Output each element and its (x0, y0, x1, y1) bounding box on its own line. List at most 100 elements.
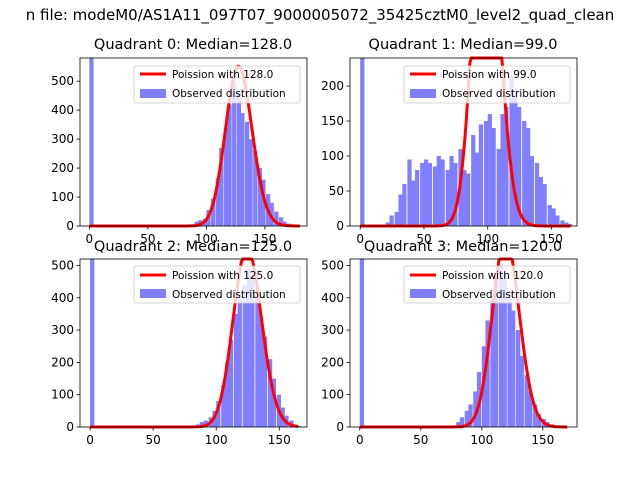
x-tick-label: 100 (476, 232, 499, 246)
legend: Poission with 125.0 Observed distributio… (133, 265, 301, 304)
histogram-bar (250, 275, 255, 427)
histogram-bar (246, 268, 251, 427)
histogram-bar (203, 420, 208, 427)
legend-label-poisson: Poission with 120.0 (442, 270, 543, 282)
histogram-bar (436, 156, 441, 226)
histogram-bar (423, 159, 429, 226)
histogram-bar (459, 417, 465, 427)
y-tick-label: 500 (51, 74, 74, 88)
histogram-bar (502, 275, 507, 427)
axes-frame (349, 258, 578, 428)
histogram-bar (242, 284, 247, 427)
x-tick-label: 150 (253, 232, 276, 246)
x-tick-label: 0 (356, 433, 364, 447)
histogram-bar (485, 320, 490, 427)
y-tick-label: 0 (66, 219, 74, 233)
axes-frame (79, 258, 308, 428)
histogram-bar (278, 217, 284, 226)
histogram-bar (474, 152, 480, 226)
x-tick-label: 150 (531, 433, 554, 447)
histogram-bar (407, 159, 412, 226)
histogram-bar (257, 168, 263, 226)
x-tick-label: 50 (140, 232, 155, 246)
y-tick-label: 0 (336, 420, 344, 434)
histogram-bar (262, 336, 268, 427)
histogram-bar (427, 163, 433, 226)
legend-box (133, 65, 301, 104)
histogram-bar (244, 121, 250, 226)
histogram-bar (394, 212, 399, 226)
histogram-bar (462, 170, 467, 226)
legend-label-poisson: Poission with 128.0 (172, 69, 273, 81)
histogram-bar (507, 291, 512, 427)
subplot-title: Quadrant 1: Median=99.0 (369, 37, 558, 53)
histogram-bar (555, 215, 560, 226)
histogram-bar (228, 339, 234, 427)
histogram-bar (491, 128, 496, 226)
subplot-quadrant-1: Quadrant 1: Median=99.0 0 50 100 150 0 50 100 1… (321, 37, 578, 246)
histogram-bar (221, 385, 226, 427)
histogram-bar (542, 184, 547, 226)
histogram-bar (360, 58, 365, 226)
histogram-bar (385, 222, 390, 226)
y-tick-label: 100 (51, 388, 74, 402)
histogram-bar (240, 113, 245, 226)
histogram-bar (560, 220, 565, 226)
histogram-bar (500, 114, 505, 226)
histogram-bar (517, 107, 522, 226)
legend-label-observed: Observed distribution (172, 88, 286, 100)
histogram-bar (471, 135, 476, 226)
histogram-bar (524, 375, 529, 427)
histogram-bar (211, 198, 216, 226)
axes-frame (79, 57, 308, 227)
y-tick-label: 0 (336, 219, 344, 233)
histogram-bar (534, 163, 540, 226)
histogram-bar (511, 310, 516, 427)
histogram-bar (440, 159, 445, 226)
histogram-bar (453, 163, 458, 226)
histogram-bar (487, 114, 492, 226)
subplot-title: Quadrant 2: Median=125.0 (94, 239, 292, 255)
histogram-bar (236, 89, 242, 227)
histogram-bar (259, 317, 264, 427)
y-tick-label: 200 (321, 79, 344, 93)
legend-box (403, 65, 571, 104)
legend-bar-swatch (410, 289, 436, 298)
histogram-bar (253, 150, 258, 226)
y-tick-label: 100 (321, 149, 344, 163)
legend-label-poisson: Poission with 125.0 (172, 270, 273, 282)
histogram-bar (513, 93, 518, 226)
x-tick-label: 0 (86, 232, 94, 246)
histogram-bar (466, 173, 471, 226)
subplot-title: Quadrant 3: Median=120.0 (364, 239, 562, 255)
histogram-bar (225, 362, 230, 427)
histogram-bar (296, 426, 302, 427)
legend: Poission with 128.0 Observed distributio… (133, 65, 301, 104)
legend-label-observed: Observed distribution (442, 88, 556, 100)
histogram-bar (271, 378, 276, 427)
histogram-bar (420, 163, 425, 226)
histogram-bar (494, 278, 499, 427)
legend-label-observed: Observed distribution (172, 289, 286, 301)
subplot-quadrant-2: Quadrant 2: Median=125.0 0 50 100 150 0 100 20… (51, 239, 308, 447)
x-tick-label: 150 (540, 232, 563, 246)
histogram-bar (267, 359, 273, 427)
x-tick-label: 100 (470, 433, 493, 447)
histogram-bar (456, 422, 461, 427)
histogram-bar (261, 179, 266, 226)
y-tick-label: 500 (51, 258, 74, 272)
histogram-bar (233, 313, 239, 427)
y-tick-label: 100 (321, 388, 344, 402)
subplot-quadrant-0: Quadrant 0: Median=128.0 0 50 100 150 0 100 20… (51, 37, 308, 246)
y-tick-label: 50 (329, 184, 344, 198)
histogram-bar (538, 177, 543, 226)
histogram-bar (248, 139, 253, 226)
histogram-bar (498, 265, 504, 427)
x-tick-label: 100 (205, 433, 228, 447)
histogram-bar (468, 404, 473, 427)
x-tick-label: 0 (356, 232, 364, 246)
legend: Poission with 120.0 Observed distributio… (403, 265, 571, 304)
legend: Poission with 99.0 Observed distribution (403, 65, 571, 104)
histogram-bar (509, 75, 514, 226)
histogram-bar (237, 294, 242, 427)
